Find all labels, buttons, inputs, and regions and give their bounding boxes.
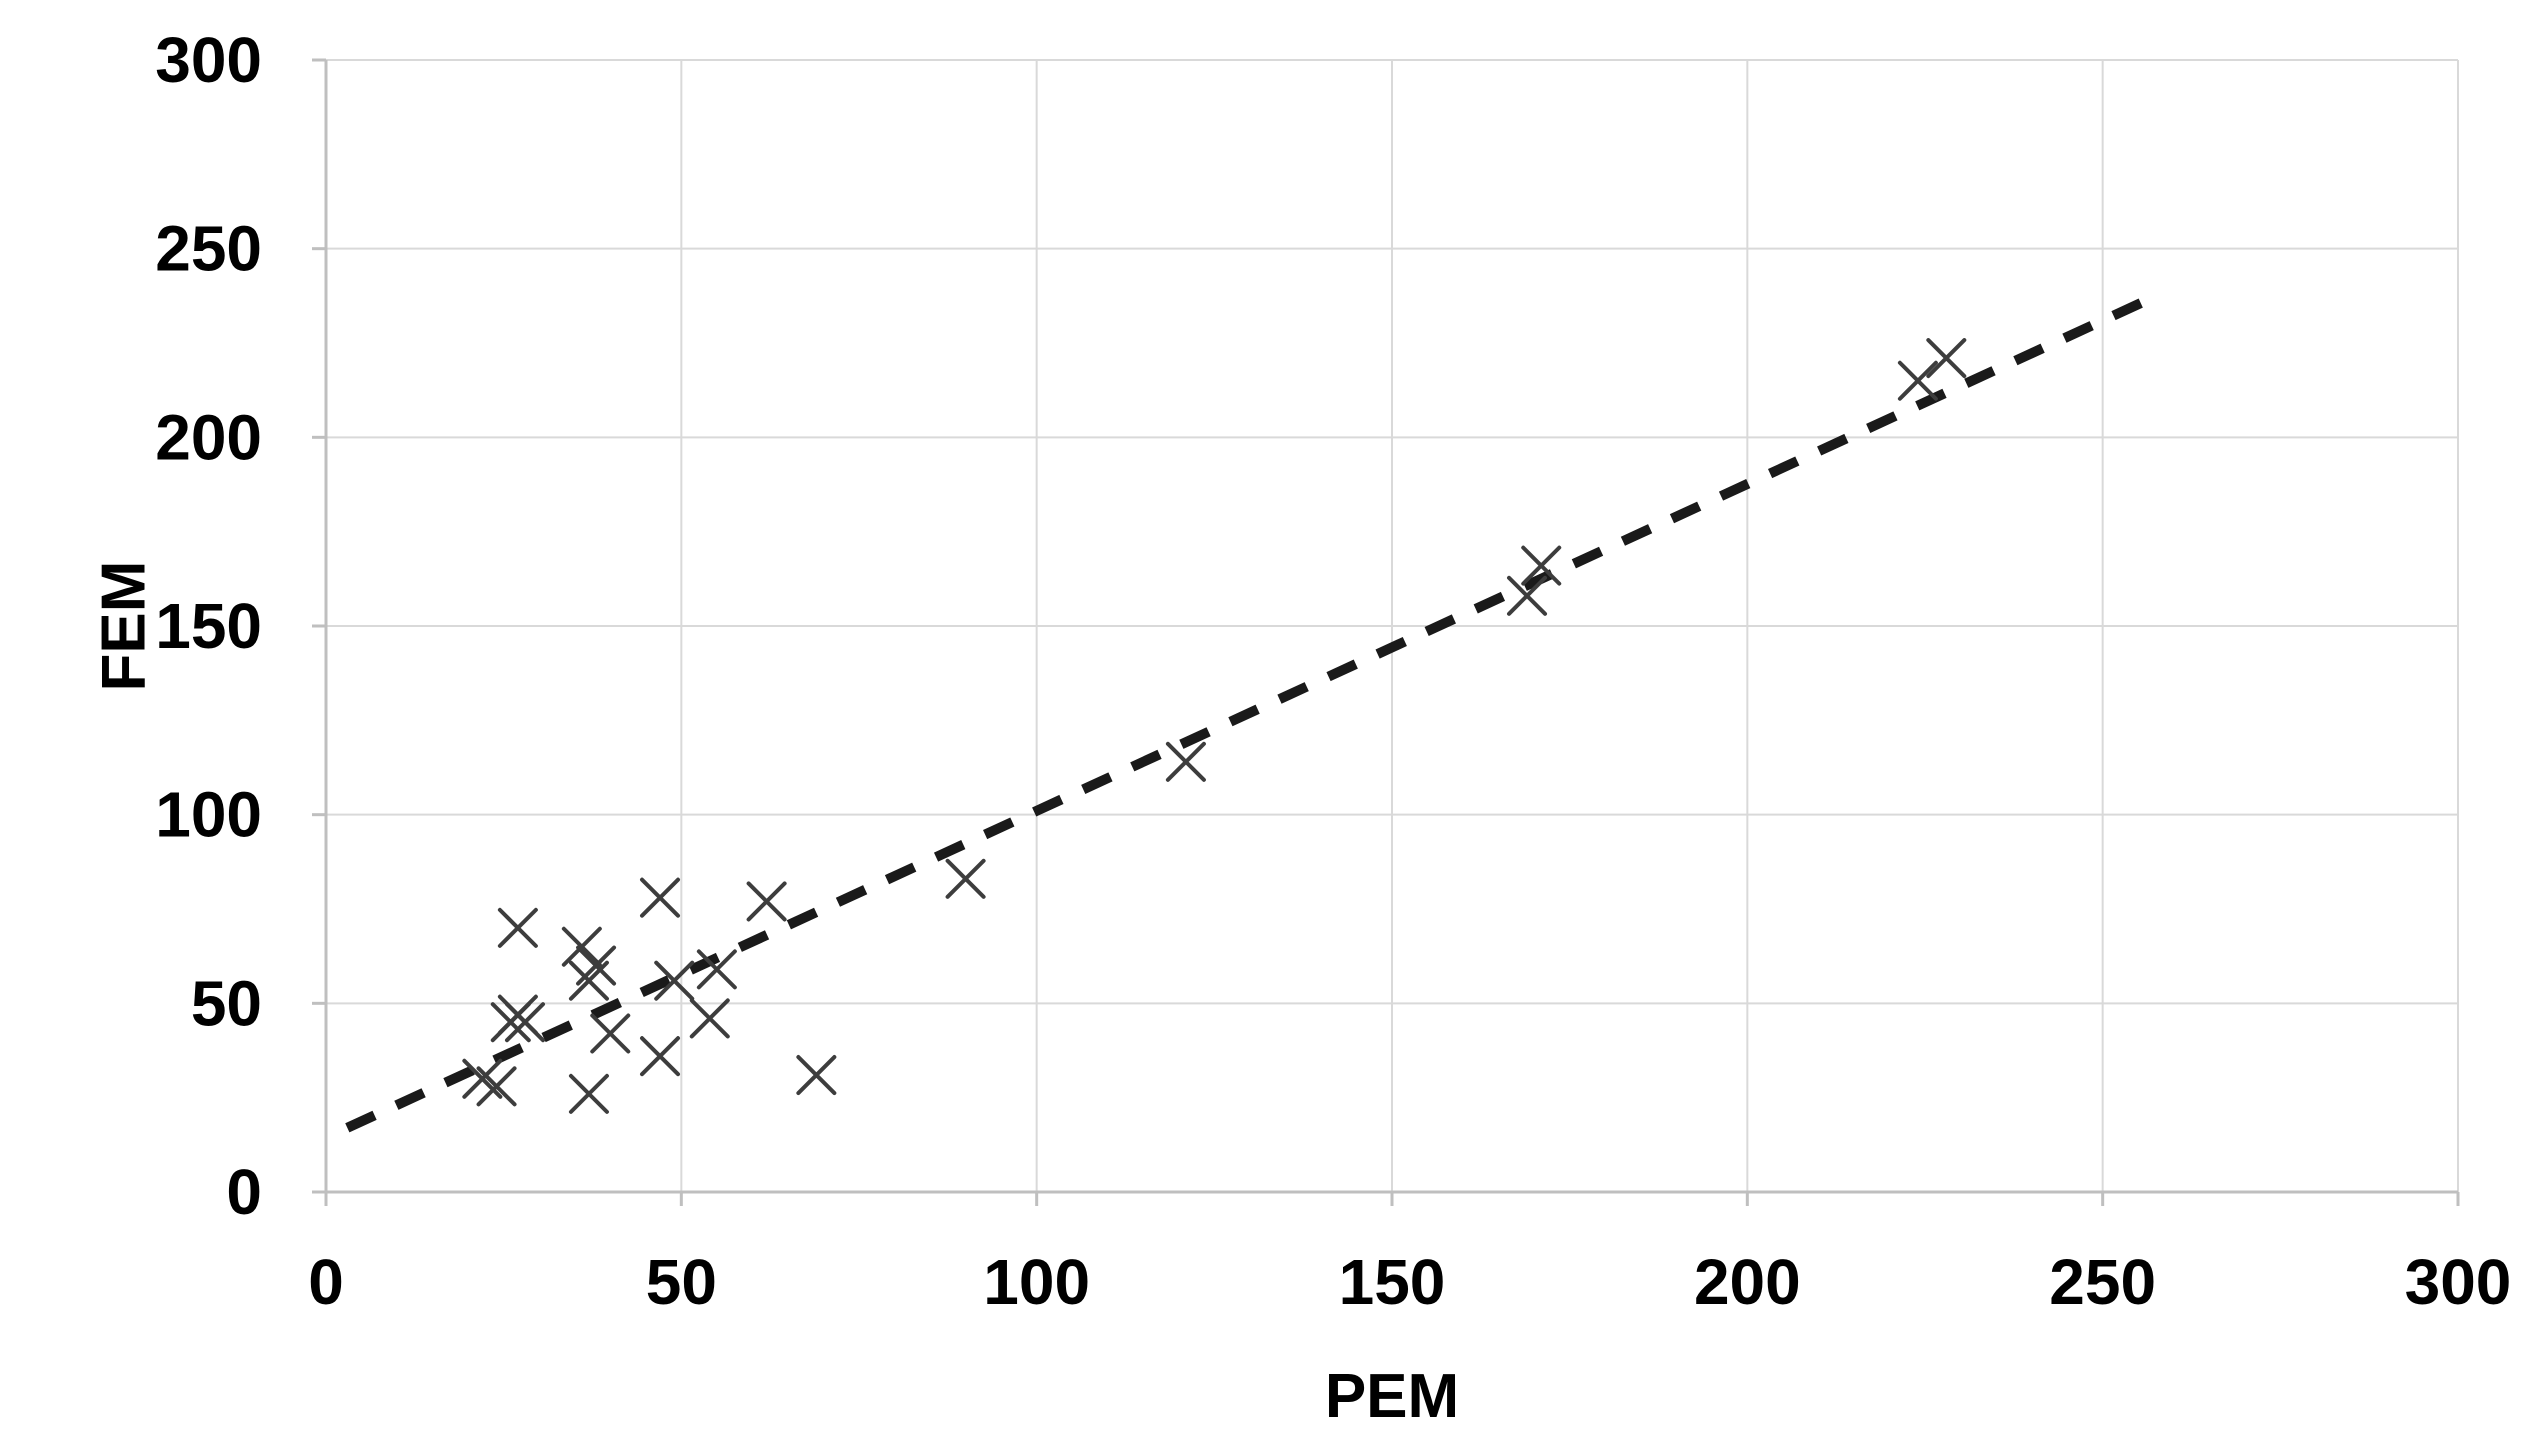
x-tick-label: 250 — [2049, 1246, 2156, 1318]
data-point-marker — [1926, 338, 1967, 379]
x-tick-label: 100 — [983, 1246, 1090, 1318]
trend-line — [345, 293, 2155, 1133]
x-tick-label: 150 — [1339, 1246, 1446, 1318]
data-point-marker — [689, 998, 730, 1039]
data-point-marker — [1897, 360, 1938, 401]
data-point-marker — [1507, 575, 1548, 616]
y-tick-label: 250 — [155, 213, 262, 285]
x-tick-labels: 0 50 100 150 200 250 300 — [308, 1246, 2511, 1318]
data-point-marker — [696, 949, 737, 990]
data-point-marker — [746, 881, 787, 922]
data-point-marker — [796, 1055, 837, 1096]
data-point-marker — [1521, 545, 1562, 586]
x-axis-title: PEM — [1325, 1362, 1459, 1431]
trend-line-group — [345, 293, 2155, 1133]
gridlines — [325, 59, 2459, 1193]
y-tick-label: 0 — [226, 1156, 262, 1228]
data-point-marker — [462, 1058, 503, 1099]
data-point-marker — [640, 877, 681, 918]
data-point-marker — [576, 945, 617, 986]
y-tick-label: 50 — [191, 967, 262, 1039]
data-point-marker — [561, 926, 602, 967]
data-point-marker — [640, 1036, 681, 1077]
x-tick-label: 50 — [646, 1246, 717, 1318]
data-point-marker — [654, 960, 695, 1001]
y-tick-label: 150 — [155, 590, 262, 662]
data-point-marker — [568, 960, 609, 1001]
y-tick-labels: 0 50 100 150 200 250 300 — [155, 24, 262, 1228]
x-tick-label: 200 — [1694, 1246, 1801, 1318]
x-tick-label: 300 — [2405, 1246, 2512, 1318]
tick-marks — [312, 58, 2460, 1206]
data-point-marker — [476, 1066, 517, 1107]
data-point-marker — [590, 1013, 631, 1054]
data-points — [462, 338, 1967, 1114]
y-axis-title: FEM — [90, 561, 159, 692]
data-point-marker — [497, 907, 538, 948]
data-point-marker — [945, 858, 986, 899]
data-point-marker — [1165, 741, 1206, 782]
y-tick-label: 200 — [155, 401, 262, 473]
data-point-marker — [568, 1073, 609, 1114]
data-point-marker — [504, 1002, 545, 1043]
y-tick-label: 100 — [155, 779, 262, 851]
y-tick-label: 300 — [155, 24, 262, 96]
x-tick-label: 0 — [308, 1246, 344, 1318]
